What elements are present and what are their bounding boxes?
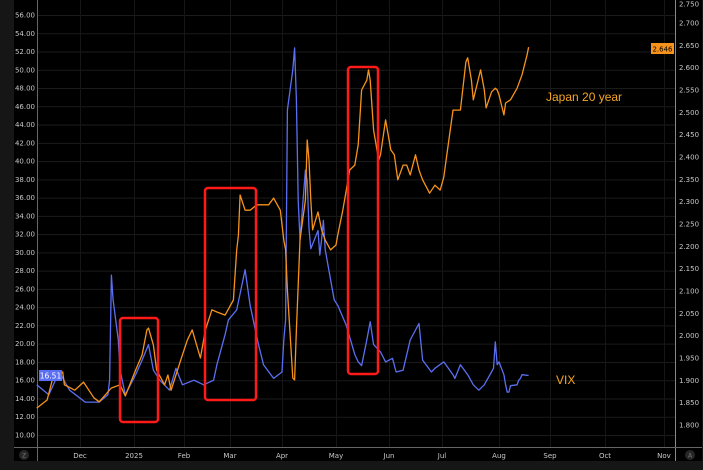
left-tick-label: 40.00 [15, 158, 35, 166]
right-tick-label: 1.850 [679, 399, 699, 407]
zoom-button-left[interactable]: Z [19, 450, 29, 460]
highlight-box-march [203, 186, 258, 402]
left-tick-label: 38.00 [15, 176, 35, 184]
x-tick-label: Feb [178, 452, 191, 460]
right-tick-label: 2.100 [679, 288, 699, 296]
right-tick-label: 2.450 [679, 131, 699, 139]
right-tick-label: 2.350 [679, 176, 699, 184]
left-tick-label: 44.00 [15, 121, 35, 129]
right-tick-label: 2.750 [679, 1, 699, 9]
left-tick-label: 20.00 [15, 340, 35, 348]
svg-text:Z: Z [22, 453, 26, 460]
right-tick-label: 2.650 [679, 42, 699, 50]
x-tick-label: Dec [73, 452, 87, 460]
series-line-japan-20-year [36, 46, 530, 409]
chart-background [14, 0, 702, 461]
left-tick-label: 50.00 [15, 66, 35, 74]
left-tick-label: 10.00 [15, 431, 35, 439]
series-label-vix: VIX [556, 373, 575, 387]
annotation-boxes [118, 65, 380, 424]
left-axis: 10.00 12.00 14.00 16.00 18.00 20.00 22.00 24.00… [15, 12, 35, 440]
x-tick-label: Mar [223, 452, 236, 460]
left-tick-label: 42.00 [15, 139, 35, 147]
series-label-japan: Japan 20 year [546, 90, 622, 104]
left-tick-label: 52.00 [15, 48, 35, 56]
x-tick-label: 2025 [125, 452, 143, 460]
x-tick-label: Aug [492, 452, 506, 460]
right-tick-label: 2.500 [679, 109, 699, 117]
right-tick-label: 1.900 [679, 377, 699, 385]
x-tick-label: Apr [276, 452, 288, 460]
right-tick-label: 2.000 [679, 332, 699, 340]
right-axis: 1.800 1.850 1.900 1.950 2.000 2.050 2.100 2.150… [679, 1, 699, 430]
right-tick-label: 2.200 [679, 243, 699, 251]
left-tick-label: 56.00 [15, 12, 35, 20]
series-line-vix [36, 47, 529, 403]
left-tick-label: 46.00 [15, 103, 35, 111]
auto-scale-button[interactable]: A [685, 450, 695, 460]
vix-last-value: 16.51 [40, 372, 62, 381]
left-tick-label: 30.00 [15, 249, 35, 257]
left-tick-label: 18.00 [15, 358, 35, 366]
vix-price-tag: 16.51 [39, 370, 62, 381]
left-tick-label: 12.00 [15, 413, 35, 421]
right-tick-label: 2.550 [679, 87, 699, 95]
left-tick-label: 14.00 [15, 395, 35, 403]
x-tick-label: Oct [599, 452, 611, 460]
left-tick-label: 54.00 [15, 30, 35, 38]
left-tick-label: 36.00 [15, 194, 35, 202]
right-tick-label: 1.950 [679, 355, 699, 363]
svg-text:A: A [688, 453, 693, 460]
x-tick-label: Sep [543, 452, 557, 460]
japan-last-value: 2.646 [652, 46, 673, 54]
left-tick-label: 26.00 [15, 285, 35, 293]
left-tick-label: 28.00 [15, 267, 35, 275]
right-tick-label: 2.050 [679, 310, 699, 318]
right-tick-label: 2.600 [679, 64, 699, 72]
right-tick-label: 2.400 [679, 154, 699, 162]
right-tick-label: 2.150 [679, 265, 699, 273]
left-tick-label: 16.00 [15, 377, 35, 385]
left-tick-label: 22.00 [15, 322, 35, 330]
right-tick-label: 2.300 [679, 198, 699, 206]
x-tick-label: May [329, 452, 343, 460]
x-axis: Dec 2025 Feb Mar Apr May Jun Jul Aug Sep Oct Nov [73, 452, 671, 460]
japan-price-tag: 2.646 [651, 43, 674, 54]
highlight-box-may [346, 65, 380, 376]
left-tick-label: 24.00 [15, 304, 35, 312]
left-tick-label: 48.00 [15, 85, 35, 93]
right-tick-label: 2.250 [679, 221, 699, 229]
left-tick-label: 32.00 [15, 231, 35, 239]
highlight-box-january [118, 316, 160, 424]
right-tick-label: 2.700 [679, 20, 699, 28]
x-tick-label: Jul [437, 452, 447, 460]
left-tick-label: 34.00 [15, 212, 35, 220]
x-tick-label: Jun [383, 452, 395, 460]
x-tick-label: Nov [657, 452, 671, 460]
series-lines [36, 46, 530, 409]
right-tick-label: 1.800 [679, 422, 699, 430]
